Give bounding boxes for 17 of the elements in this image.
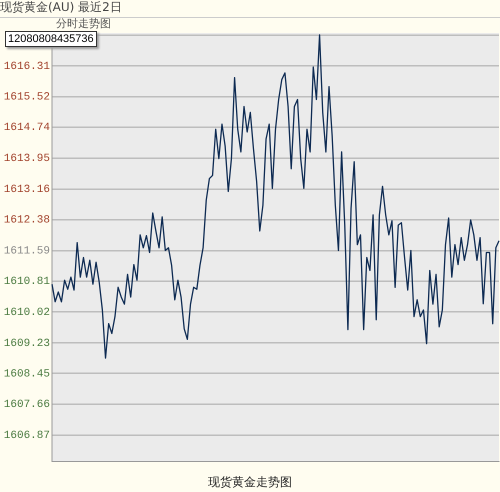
y-tick-label: 1610.02 [4,306,50,319]
x-axis-title: 现货黄金走势图 [207,474,293,491]
y-tick-label: 1613.16 [4,184,50,196]
y-tick-label: 1616.31 [4,60,50,73]
y-tick-label: 1610.81 [4,276,50,288]
y-tick-label: 1614.74 [4,122,50,134]
annotation: 12080808435736 [5,31,97,47]
y-tick-label: 1608.45 [4,368,50,380]
y-tick-label: 1613.95 [4,153,50,166]
y-tick-label: 1609.23 [4,338,50,350]
y-tick-label: 1606.87 [4,430,50,442]
y-tick-label: 1611.59 [4,245,50,258]
y-tick-label: 1607.66 [4,399,50,412]
chart-title: 现货黄金(AU) 最近2日 [0,0,500,18]
chart-subtitle: 分时走势图 [56,17,111,30]
y-tick-label: 1615.52 [4,92,50,104]
y-tick-label: 1612.38 [4,214,50,227]
